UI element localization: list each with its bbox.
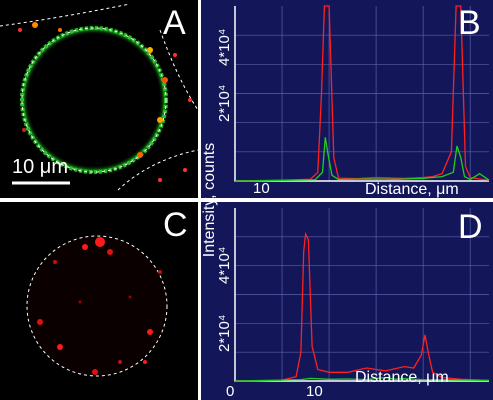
panel-a-micrograph: [0, 3, 198, 191]
panel-c-micrograph: [26, 235, 168, 377]
y-tick-label: 4*10⁴: [216, 28, 233, 66]
green-intensity-trace: [234, 137, 490, 182]
green-intensity-trace: [234, 376, 490, 382]
red-intensity-trace: [234, 5, 490, 182]
panel-c-image: C: [0, 202, 198, 400]
y-axis-title: Intensity, counts: [201, 142, 218, 258]
panel-label-c: C: [163, 206, 188, 244]
x-axis-title: Distance, μm: [355, 369, 449, 386]
panel-a-image: 10 μm A: [0, 0, 198, 198]
vesicle-outline: [21, 27, 167, 173]
panel-label-a: A: [163, 4, 186, 42]
panel-b-plot: 10 4*10⁴ 2*10⁴ Distance, μm B: [201, 0, 493, 198]
y-tick-label: 2*10⁴: [216, 84, 233, 122]
plot-d-chart: [234, 208, 490, 382]
x-tick-label: 10: [253, 180, 270, 197]
plot-b-chart: [234, 5, 490, 182]
x-tick-label: 10: [306, 383, 323, 400]
x-tick-label: 0: [226, 383, 235, 400]
red-spots: [37, 237, 162, 375]
scale-bar-label: 10 μm: [12, 156, 68, 178]
panel-label-b: B: [458, 4, 481, 42]
panel-d-plot: 0 10 4*10⁴ 2*10⁴ Distance, μm D: [201, 202, 493, 400]
red-intensity-trace: [234, 231, 490, 382]
vesicle-outline: [26, 235, 168, 377]
vesicle-membrane: [18, 24, 170, 176]
red-spots: [18, 22, 192, 182]
y-tick-label: 2*10⁴: [216, 314, 233, 352]
y-tick-label: 4*10⁴: [216, 246, 233, 284]
x-axis-title: Distance, μm: [365, 181, 459, 198]
panel-label-d: D: [458, 208, 483, 246]
